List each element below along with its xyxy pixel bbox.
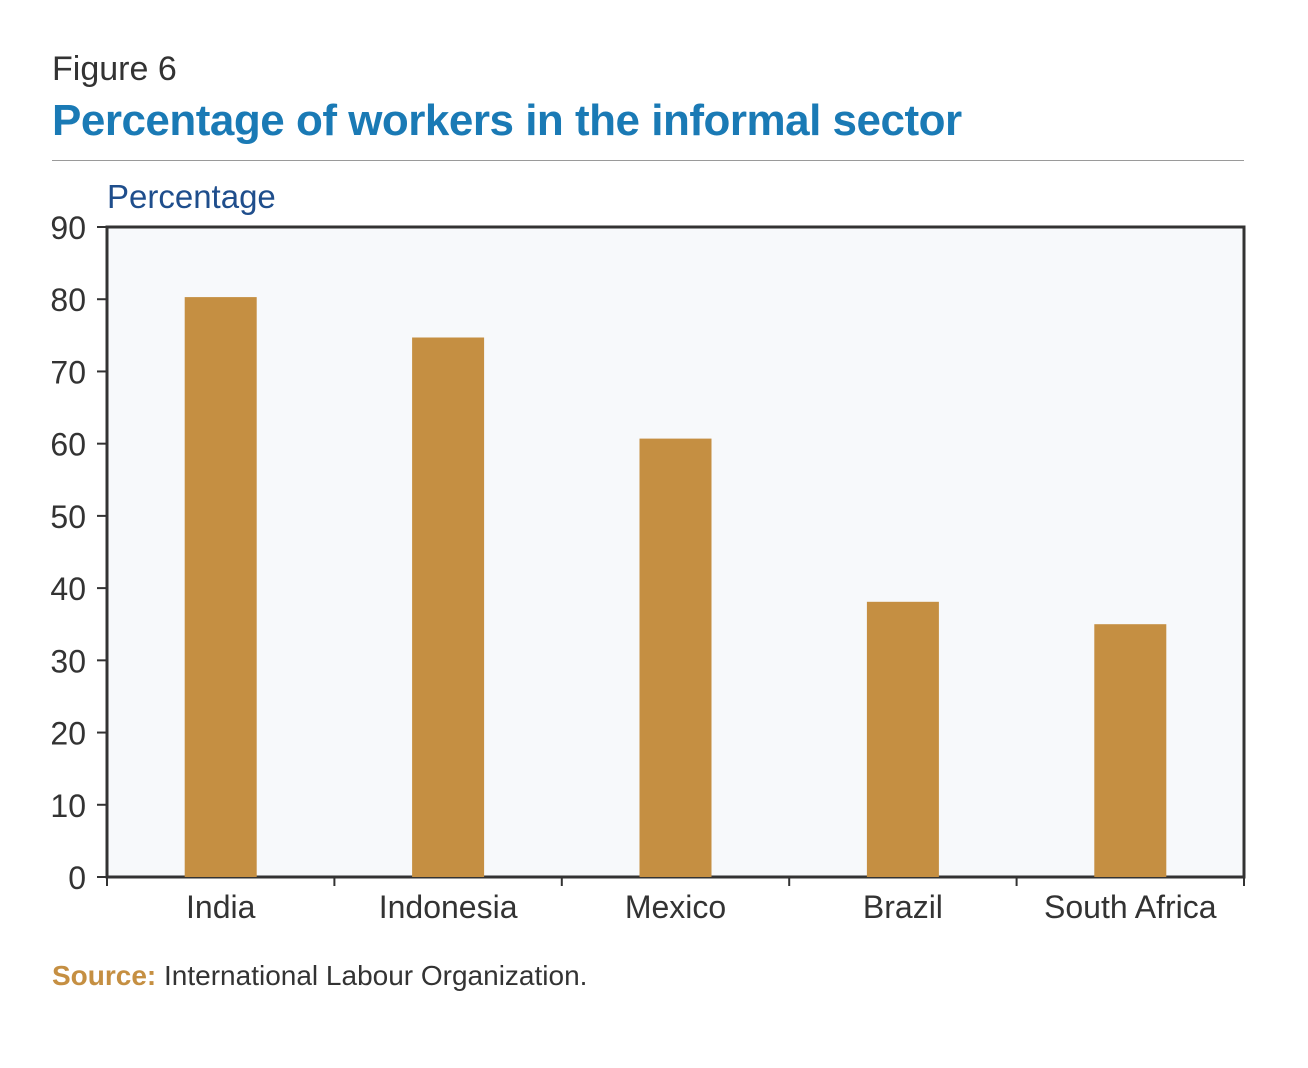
y-tick-label: 50 — [50, 499, 86, 535]
bar-south-africa — [1094, 624, 1167, 877]
y-tick-label: 60 — [50, 427, 86, 463]
x-tick-label: Indonesia — [379, 889, 518, 925]
chart-title: Percentage of workers in the informal se… — [52, 96, 962, 145]
y-tick-label: 0 — [68, 860, 86, 896]
y-tick-label: 10 — [50, 788, 86, 824]
bar-indonesia — [412, 337, 485, 877]
x-tick-label: South Africa — [1044, 889, 1217, 925]
bar-mexico — [639, 438, 712, 877]
figure-label: Figure 6 — [52, 50, 177, 88]
source-text: International Labour Organization. — [156, 960, 588, 991]
y-tick-label: 90 — [50, 210, 86, 246]
bar-brazil — [866, 601, 939, 877]
y-tick-label: 30 — [50, 643, 86, 679]
y-tick-label: 20 — [50, 716, 86, 752]
y-tick-label: 70 — [50, 354, 86, 390]
x-tick-label: Mexico — [625, 889, 726, 925]
source-note: Source: International Labour Organizatio… — [52, 960, 587, 992]
bar-india — [184, 297, 257, 878]
source-label: Source: — [52, 960, 157, 991]
y-axis-label: Percentage — [107, 178, 276, 215]
y-tick-label: 80 — [50, 282, 86, 318]
x-tick-label: Brazil — [863, 889, 943, 925]
title-divider — [52, 160, 1244, 161]
y-tick-label: 40 — [50, 571, 86, 607]
x-tick-label: India — [186, 889, 256, 925]
